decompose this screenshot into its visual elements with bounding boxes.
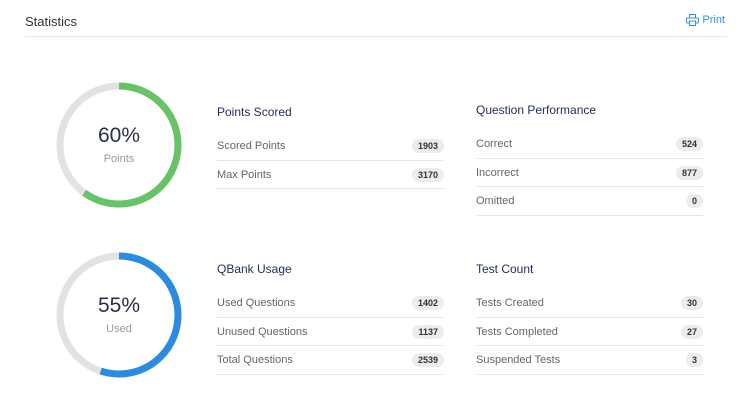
stat-row: Tests Created 30 bbox=[476, 289, 703, 318]
stat-label: Tests Completed bbox=[476, 325, 558, 338]
donut-label: Used bbox=[106, 323, 132, 335]
stat-badge: 1137 bbox=[412, 324, 444, 339]
stat-row: Total Questions 2539 bbox=[217, 346, 444, 376]
stat-label: Unused Questions bbox=[217, 325, 308, 338]
stat-label: Used Questions bbox=[217, 296, 296, 309]
stat-badge: 1903 bbox=[411, 138, 444, 153]
block-title: Question Performance bbox=[476, 103, 597, 117]
stat-label: Suspended Tests bbox=[476, 354, 561, 367]
print-label: Print bbox=[702, 14, 725, 26]
points-donut: 60% Points bbox=[54, 80, 184, 210]
print-button[interactable]: Print bbox=[686, 14, 725, 26]
donut-percent: 55% bbox=[97, 294, 141, 317]
stat-badge: 30 bbox=[680, 295, 703, 310]
stat-label: Omitted bbox=[476, 195, 515, 208]
stat-row: Incorrect 877 bbox=[476, 159, 703, 188]
stat-badge: 0 bbox=[685, 194, 703, 209]
stat-row: Tests Completed 27 bbox=[476, 318, 703, 347]
stat-badge: 2539 bbox=[411, 353, 444, 368]
stat-badge: 1402 bbox=[411, 295, 444, 310]
qbank-usage-block: QBank Usage Used Questions 1402 Unused Ques… bbox=[217, 261, 444, 376]
donut-label: Points bbox=[103, 153, 135, 165]
stat-row: Max Points 3170 bbox=[217, 161, 444, 190]
donut-percent: 60% bbox=[97, 124, 141, 147]
stat-row: Unused Questions 1137 bbox=[217, 318, 444, 347]
question-performance-block: Question Performance Correct 524 Incorrect 8… bbox=[476, 102, 703, 217]
stat-row: Omitted 0 bbox=[476, 187, 703, 217]
stat-row: Correct 524 bbox=[476, 130, 703, 159]
donut-arc bbox=[56, 252, 182, 378]
stat-row: Suspended Tests 3 bbox=[476, 346, 703, 376]
usage-donut: 55% Used bbox=[54, 250, 184, 380]
test-count-block: Test Count Tests Created 30 Tests Completed… bbox=[476, 261, 703, 376]
stat-label: Correct bbox=[476, 137, 513, 150]
stat-row: Scored Points 1903 bbox=[217, 132, 444, 161]
stat-label: Total Questions bbox=[217, 354, 293, 367]
stat-badge: 27 bbox=[680, 324, 703, 339]
printer-icon bbox=[686, 14, 700, 26]
block-title: Points Scored bbox=[217, 105, 292, 119]
stat-label: Max Points bbox=[217, 168, 272, 181]
stat-label: Incorrect bbox=[476, 166, 519, 179]
header-divider bbox=[25, 36, 727, 37]
stat-badge: 877 bbox=[675, 165, 703, 180]
points-scored-block: Points Scored Scored Points 1903 Max Points… bbox=[217, 104, 444, 190]
stat-badge: 3 bbox=[685, 353, 703, 368]
block-title: Test Count bbox=[476, 262, 534, 276]
stat-row: Used Questions 1402 bbox=[217, 289, 444, 318]
block-title: QBank Usage bbox=[217, 262, 292, 276]
stat-badge: 3170 bbox=[411, 167, 444, 182]
donut-arc bbox=[56, 82, 182, 208]
stat-badge: 524 bbox=[675, 136, 703, 151]
stat-label: Tests Created bbox=[476, 296, 544, 309]
stat-label: Scored Points bbox=[217, 139, 286, 152]
page-title: Statistics bbox=[25, 14, 78, 29]
